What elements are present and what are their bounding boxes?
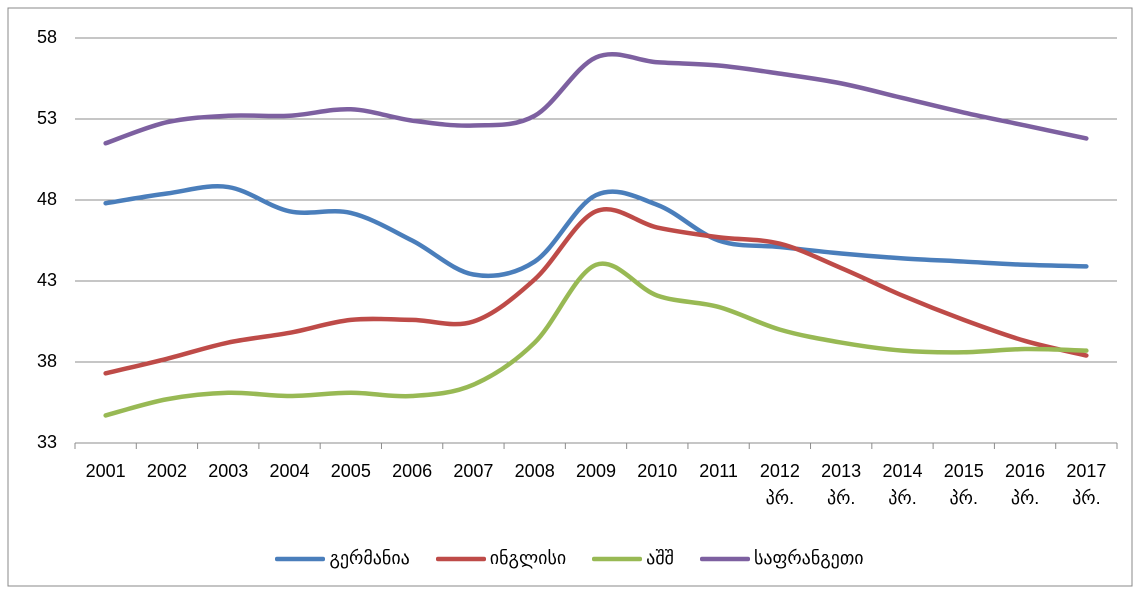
legend-swatch (699, 556, 750, 561)
legend-label: საფრანგეთი (753, 548, 864, 568)
x-tick-label: 2014 პრ. (882, 461, 923, 508)
line-series (103, 261, 1089, 418)
line-series (103, 207, 1089, 376)
x-tick-label: 2001 (85, 461, 126, 481)
chart-border (7, 7, 1133, 587)
legend-label: ინგლისი (489, 548, 567, 568)
x-tick-label: 2007 (453, 461, 494, 481)
x-tick-label: 2003 (208, 461, 249, 481)
y-tick-label: 33 (37, 432, 57, 452)
line-series (103, 184, 1089, 279)
legend-item: აშშ (592, 548, 674, 569)
x-tick-label: 2016 პრ. (1005, 461, 1046, 508)
y-tick-label: 58 (37, 27, 57, 47)
legend: გერმანია ინგლისი აშშ საფრანგეთი (0, 548, 1139, 569)
legend-item: ინგლისი (435, 548, 567, 569)
x-tick-label: 2017 პრ. (1066, 461, 1107, 508)
x-tick-label: 2009 (575, 461, 617, 481)
legend-swatch (435, 556, 486, 561)
legend-swatch (592, 556, 643, 561)
x-tick-label: 2015 პრ. (943, 461, 984, 508)
x-tick-label: 2005 (330, 461, 371, 481)
legend-item: გერმანია (275, 548, 410, 569)
x-tick-label: 2002 (146, 461, 187, 481)
x-tick-label: 2011 (699, 461, 738, 481)
x-tick-label: 2004 (269, 461, 310, 481)
legend-label: აშშ (646, 548, 674, 568)
x-tick-label: 2008 (514, 461, 555, 481)
y-tick-label: 48 (37, 189, 57, 209)
x-tick-label: 2010 (637, 461, 678, 481)
y-tick-label: 53 (37, 108, 57, 128)
y-tick-label: 43 (37, 270, 57, 290)
legend-item: საფრანგეთი (699, 548, 864, 569)
y-tick-label: 38 (37, 351, 57, 371)
x-tick-label: 2013 პრ. (821, 461, 862, 508)
x-tick-label: 2006 (392, 461, 433, 481)
line-series (103, 52, 1089, 146)
legend-label: გერმანია (329, 548, 410, 568)
x-tick-label: 2012 პრ. (759, 461, 800, 508)
legend-swatch (275, 556, 326, 561)
